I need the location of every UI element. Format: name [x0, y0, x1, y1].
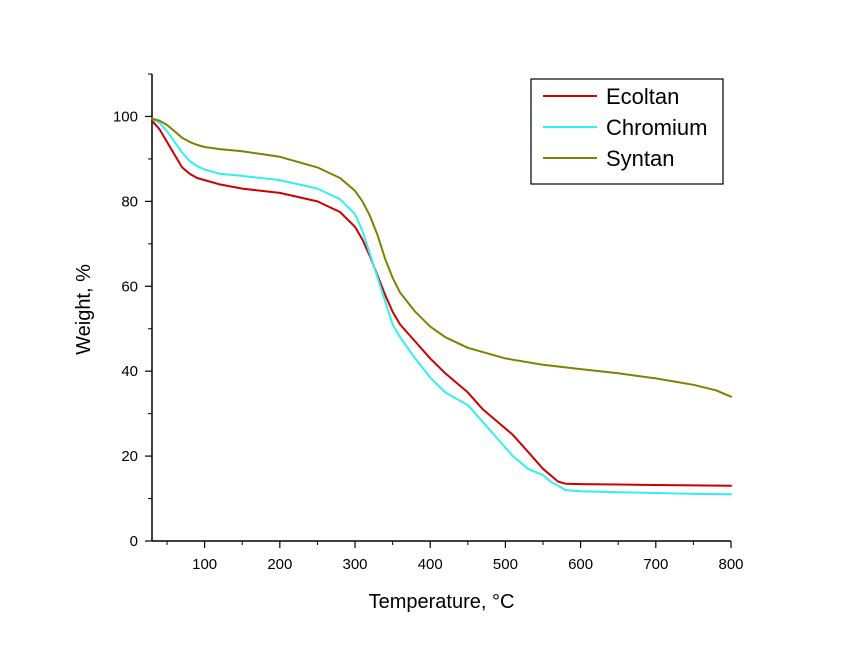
x-tick-label: 300 [343, 556, 368, 573]
y-axis-title: Weight, % [73, 264, 95, 355]
x-tick-label: 800 [718, 556, 743, 573]
series-line-ecoltan [151, 119, 732, 487]
x-tick-label: 200 [267, 556, 292, 573]
y-tick-label: 0 [130, 533, 138, 550]
x-tick-label: 700 [643, 556, 668, 573]
axes: 100 200 300 400 500 600 700 800 0 20 40 60 80 100 [113, 73, 744, 573]
series-lines [151, 117, 732, 496]
series-line-chromium [151, 117, 732, 496]
y-tick-label: 80 [121, 193, 138, 210]
x-tick-label: 100 [192, 556, 217, 573]
legend-label-syntan: Syntan [606, 146, 675, 171]
y-tick-label: 40 [121, 363, 138, 380]
x-tick-label: 500 [493, 556, 518, 573]
x-tick-label: 400 [418, 556, 443, 573]
y-tick-label: 20 [121, 448, 138, 465]
x-axis-title: Temperature, °C [369, 591, 515, 613]
series-line-syntan [151, 117, 732, 398]
x-tick-label: 600 [568, 556, 593, 573]
legend-label-chromium: Chromium [606, 115, 707, 140]
legend-label-ecoltan: Ecoltan [606, 84, 679, 109]
y-tick-label: 60 [121, 278, 138, 295]
y-tick-label: 100 [113, 108, 138, 125]
legend: Ecoltan Chromium Syntan [530, 78, 724, 185]
